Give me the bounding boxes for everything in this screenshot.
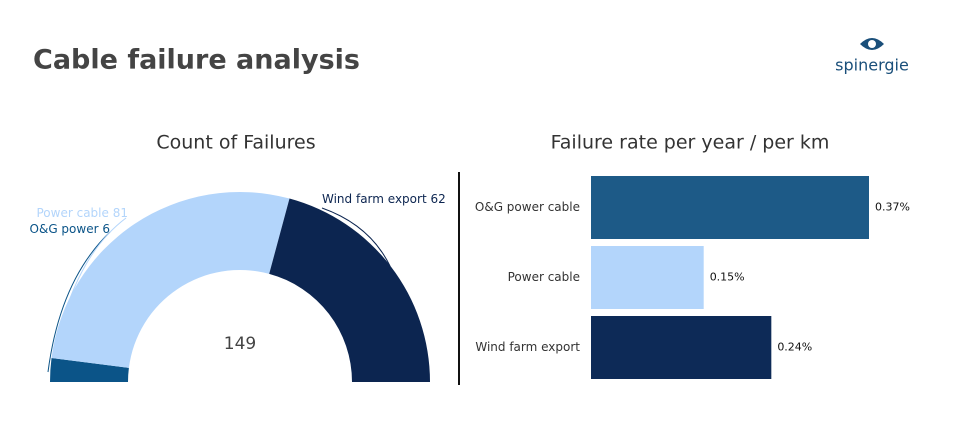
donut-segment [50, 358, 129, 382]
data-label: Wind farm export 62 [322, 192, 446, 206]
bar [591, 316, 772, 379]
label-value: 81 [113, 206, 128, 220]
donut-segment [269, 198, 431, 382]
label-value: 6 [102, 222, 110, 236]
value-label: 0.37% [875, 201, 910, 214]
data-label: O&G power 6 [30, 222, 110, 236]
leader-line [321, 207, 391, 267]
leader-line [47, 231, 111, 373]
y-tick-label: Wind farm export [475, 340, 580, 354]
y-tick-label: Power cable [508, 270, 580, 284]
y-tick-label: O&G power cable [475, 200, 580, 214]
data-label: Power cable 81 [37, 206, 129, 220]
label-value: 62 [430, 192, 445, 206]
chart-title: Count of Failures [156, 132, 315, 154]
label-name: Power cable [37, 206, 109, 220]
value-label: 0.15% [710, 271, 745, 284]
label-name: O&G power [30, 222, 99, 236]
logo-icon-pupil [868, 40, 876, 48]
bar [591, 246, 704, 309]
donut-segment [51, 192, 290, 368]
label-name: Wind farm export [322, 192, 427, 206]
center-total: 149 [224, 334, 256, 354]
chart-title: Failure rate per year / per km [551, 132, 830, 154]
logo-text: spinergie [835, 56, 909, 75]
value-label: 0.24% [777, 341, 812, 354]
bar [591, 176, 869, 239]
page-title: Cable failure analysis [33, 45, 360, 76]
logo: spinergie [835, 38, 909, 75]
charts: O&G power 6 Power cable 81 Wind farm expor… [30, 176, 910, 382]
